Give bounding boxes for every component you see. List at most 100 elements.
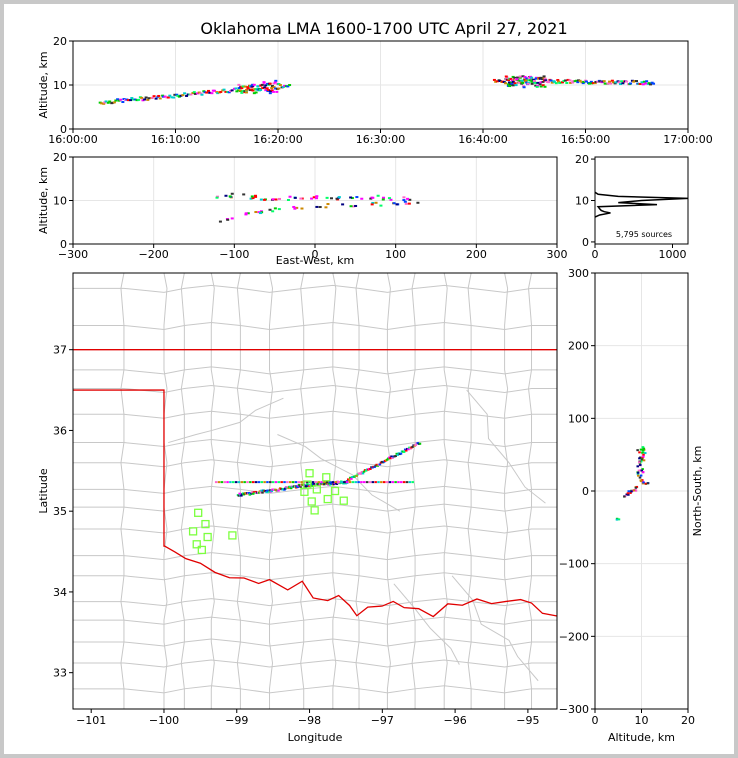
source-point <box>229 90 233 93</box>
county-boundary <box>451 575 539 682</box>
source-point <box>263 481 266 484</box>
source-point <box>230 192 234 195</box>
figure-title: Oklahoma LMA 1600-1700 UTC April 27, 202… <box>200 19 567 38</box>
source-point <box>578 79 582 82</box>
source-point <box>261 87 265 90</box>
source-point <box>640 458 644 461</box>
source-point <box>317 481 320 484</box>
source-point <box>125 98 129 101</box>
source-point <box>642 481 645 484</box>
source-point <box>197 91 201 94</box>
lma-station-marker <box>300 487 309 496</box>
x-tick-label: 100 <box>385 248 406 261</box>
source-point <box>587 82 591 85</box>
source-point <box>325 481 329 484</box>
source-point <box>226 481 229 484</box>
source-point <box>277 489 280 492</box>
source-point <box>385 481 389 484</box>
source-point <box>263 86 267 89</box>
source-point <box>114 99 118 102</box>
source-point <box>183 92 187 95</box>
source-point <box>371 201 375 204</box>
source-point <box>344 482 347 485</box>
source-point <box>200 93 204 96</box>
x-tick-label: 0 <box>592 714 599 727</box>
source-point <box>271 210 275 213</box>
source-point <box>387 197 391 200</box>
source-point <box>272 86 276 89</box>
source-point <box>534 77 538 80</box>
y-tick-label: 20 <box>53 35 67 48</box>
source-point <box>403 200 407 203</box>
source-point <box>268 489 272 492</box>
source-point <box>262 81 266 84</box>
source-point <box>534 84 538 87</box>
source-point <box>392 202 396 205</box>
source-point <box>251 492 255 495</box>
source-point <box>286 85 290 88</box>
source-point <box>349 205 353 208</box>
x-tick-label: 20 <box>681 714 695 727</box>
map-layer <box>73 272 558 709</box>
source-point <box>246 87 250 90</box>
source-point <box>264 490 268 493</box>
north-south-axes <box>594 272 689 710</box>
source-point <box>140 96 144 99</box>
state-boundary <box>163 545 558 618</box>
source-point <box>254 91 258 94</box>
source-point <box>266 481 269 484</box>
source-point <box>568 79 572 82</box>
source-point <box>641 451 644 454</box>
source-point <box>637 469 641 472</box>
y-tick-label: 200 <box>568 340 589 353</box>
source-point <box>247 491 251 494</box>
source-point <box>274 481 278 484</box>
source-point <box>517 81 521 84</box>
source-point <box>240 91 244 94</box>
source-point <box>615 518 619 521</box>
source-point <box>389 198 393 201</box>
source-point <box>397 481 400 484</box>
source-point <box>342 482 346 485</box>
source-point <box>102 102 106 105</box>
source-point <box>267 83 271 86</box>
source-point <box>251 197 255 200</box>
x-tick-label: 16:00:00 <box>48 133 97 146</box>
source-point <box>524 80 528 83</box>
county-boundary <box>73 659 557 668</box>
source-point <box>644 482 647 485</box>
y-axis-label: Altitude, km <box>37 167 50 234</box>
source-point <box>116 98 120 101</box>
source-point <box>277 83 281 86</box>
source-point <box>349 476 352 479</box>
source-point <box>641 446 645 449</box>
source-point <box>230 89 234 92</box>
source-point <box>287 487 290 490</box>
source-point <box>216 92 220 95</box>
source-point <box>565 81 569 84</box>
source-point <box>581 82 585 85</box>
source-point <box>240 87 244 90</box>
source-point <box>395 203 399 206</box>
source-point <box>365 481 369 484</box>
source-point <box>571 80 575 83</box>
axes-labels: 16:00:00 16:10:00 16:20:00 16:30:00 16:40:00… <box>37 35 713 744</box>
x-tick-label: 16:10:00 <box>151 133 200 146</box>
source-point <box>294 486 298 489</box>
source-point <box>147 97 151 100</box>
source-point <box>504 82 508 85</box>
source-point <box>549 79 553 82</box>
source-point <box>341 203 345 206</box>
source-point <box>246 212 250 215</box>
source-point <box>630 490 633 493</box>
source-point <box>638 476 642 479</box>
source-point <box>539 81 543 84</box>
source-point <box>407 202 411 205</box>
source-point <box>558 81 562 84</box>
source-point <box>297 481 301 484</box>
source-point <box>210 92 214 95</box>
source-point <box>244 88 248 91</box>
x-tick-label: 300 <box>547 248 568 261</box>
source-point <box>350 197 354 200</box>
data-layer <box>98 75 689 555</box>
